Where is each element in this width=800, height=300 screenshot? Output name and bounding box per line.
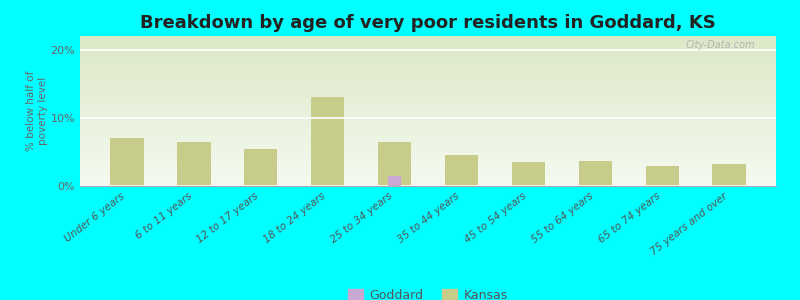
Bar — [445, 155, 478, 186]
Bar — [713, 164, 746, 186]
Bar — [378, 142, 411, 186]
Legend: Goddard, Kansas: Goddard, Kansas — [343, 284, 513, 300]
Bar — [512, 162, 545, 186]
Bar — [578, 161, 612, 186]
Bar — [177, 142, 210, 186]
Bar — [110, 138, 143, 186]
Y-axis label: % below half of
poverty level: % below half of poverty level — [26, 71, 48, 151]
Bar — [311, 98, 344, 186]
Title: Breakdown by age of very poor residents in Goddard, KS: Breakdown by age of very poor residents … — [140, 14, 716, 32]
Bar — [646, 166, 679, 186]
Bar — [244, 148, 278, 186]
Text: City-Data.com: City-Data.com — [686, 40, 755, 50]
Bar — [388, 176, 402, 186]
